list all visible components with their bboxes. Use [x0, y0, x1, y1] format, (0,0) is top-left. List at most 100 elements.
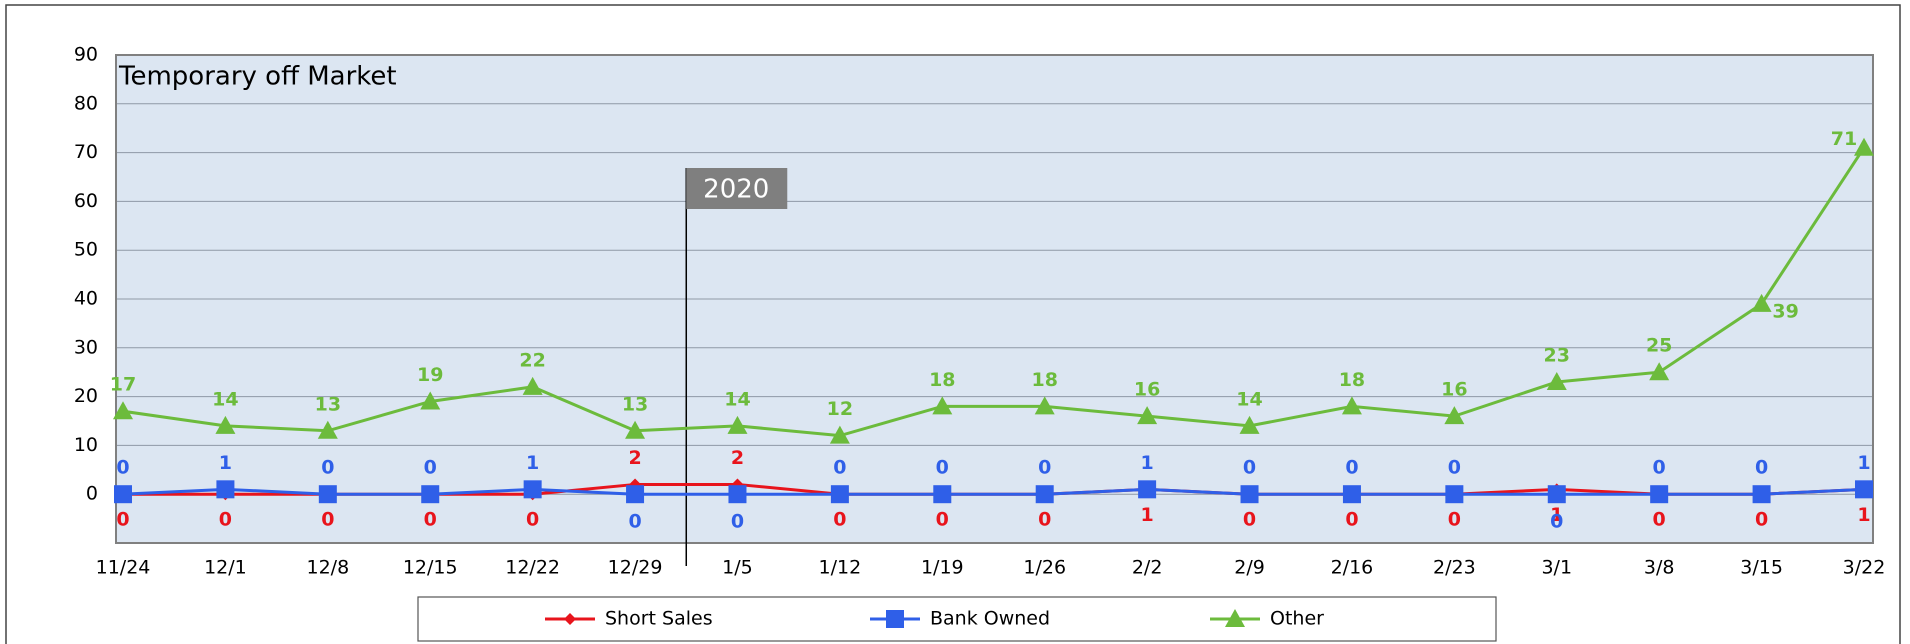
data-label: 0	[526, 509, 539, 531]
plot-border	[115, 54, 1874, 544]
y-tick-label: 60	[74, 190, 98, 212]
data-label: 1	[526, 452, 539, 474]
data-label: 12	[827, 398, 853, 420]
x-tick-label: 3/1	[1541, 557, 1572, 579]
marker	[932, 396, 953, 415]
data-label: 25	[1646, 335, 1672, 357]
marker	[1546, 371, 1567, 390]
data-label: 1	[1857, 504, 1870, 526]
chart-title: Temporary off Market	[118, 62, 397, 92]
series-line	[122, 146, 1866, 438]
marker	[1649, 362, 1670, 381]
data-label: 14	[212, 388, 238, 410]
data-label: 16	[1441, 379, 1467, 401]
data-label: 0	[1243, 509, 1256, 531]
x-tick-label: 12/15	[403, 557, 458, 579]
x-tick-label: 12/22	[505, 557, 560, 579]
y-tick-label: 50	[74, 239, 98, 261]
data-label: 0	[731, 511, 744, 533]
data-label: 22	[519, 349, 545, 371]
data-label: 1	[1141, 452, 1154, 474]
data-label: 0	[424, 457, 437, 479]
y-tick-label: 90	[74, 44, 98, 66]
annotation-box	[686, 168, 788, 209]
data-label: 0	[1345, 457, 1358, 479]
data-label: 0	[1038, 509, 1051, 531]
marker	[114, 485, 132, 504]
marker	[1444, 406, 1465, 425]
y-tick-label: 30	[74, 336, 98, 358]
data-label: 0	[936, 457, 949, 479]
data-label: 14	[724, 388, 750, 410]
marker	[1650, 485, 1669, 504]
data-label: 0	[936, 509, 949, 531]
data-label: 0	[116, 509, 129, 531]
marker	[1035, 485, 1054, 504]
x-tick-label: 2/2	[1132, 557, 1163, 579]
data-label: 0	[1345, 509, 1358, 531]
x-tick-label: 1/26	[1023, 557, 1066, 579]
data-label: 0	[1653, 457, 1666, 479]
data-label: 16	[1134, 379, 1160, 401]
marker	[1445, 485, 1464, 504]
data-label: 2	[731, 447, 744, 469]
x-tick-label: 12/29	[608, 557, 663, 579]
legend-label: Other	[1270, 608, 1324, 630]
data-label: 1	[1141, 504, 1154, 526]
x-tick-label: 2/16	[1331, 557, 1374, 579]
marker	[215, 415, 236, 434]
data-label: 0	[833, 457, 846, 479]
x-tick-label: 1/12	[819, 557, 862, 579]
marker	[1239, 415, 1260, 434]
marker	[1855, 480, 1873, 499]
data-label: 14	[1236, 388, 1262, 410]
y-tick-label: 70	[74, 141, 98, 163]
marker	[933, 485, 952, 504]
marker	[1137, 406, 1158, 425]
data-label: 0	[321, 457, 334, 479]
marker	[564, 613, 576, 625]
x-tick-label: 12/1	[204, 557, 247, 579]
marker	[1547, 485, 1566, 504]
marker	[1240, 485, 1259, 504]
y-tick-label: 80	[74, 92, 98, 114]
marker	[1341, 396, 1362, 415]
data-label: 0	[1755, 509, 1768, 531]
data-label: 23	[1544, 344, 1570, 366]
data-label: 0	[1550, 511, 1563, 533]
marker	[318, 485, 337, 504]
marker	[727, 415, 748, 434]
marker	[216, 480, 235, 499]
marker	[1854, 137, 1874, 156]
marker	[829, 425, 850, 444]
legend-box	[417, 596, 1497, 642]
data-label: 18	[1339, 369, 1365, 391]
legend-label: Bank Owned	[930, 608, 1050, 630]
data-label: 1	[1550, 504, 1563, 526]
marker	[421, 485, 440, 504]
marker	[626, 485, 645, 504]
frame	[5, 4, 1901, 644]
x-tick-label: 1/5	[722, 557, 753, 579]
marker	[1138, 480, 1157, 499]
data-label: 0	[321, 509, 334, 531]
data-label: 13	[315, 393, 341, 415]
marker	[1342, 485, 1361, 504]
x-tick-label: 2/23	[1433, 557, 1476, 579]
y-tick-label: 0	[86, 483, 98, 505]
data-label: 2	[628, 447, 641, 469]
x-tick-label: 2/9	[1234, 557, 1265, 579]
data-label: 0	[628, 511, 641, 533]
annotation: 2020	[703, 175, 769, 205]
data-label: 1	[219, 452, 232, 474]
data-label: 0	[1038, 457, 1051, 479]
data-label: 71	[1831, 128, 1857, 150]
marker	[830, 485, 849, 504]
data-label: 0	[833, 509, 846, 531]
marker	[886, 610, 904, 628]
x-tick-label: 11/24	[96, 557, 151, 579]
data-label: 39	[1772, 300, 1798, 322]
data-label: 18	[1031, 369, 1057, 391]
data-label: 0	[1243, 457, 1256, 479]
